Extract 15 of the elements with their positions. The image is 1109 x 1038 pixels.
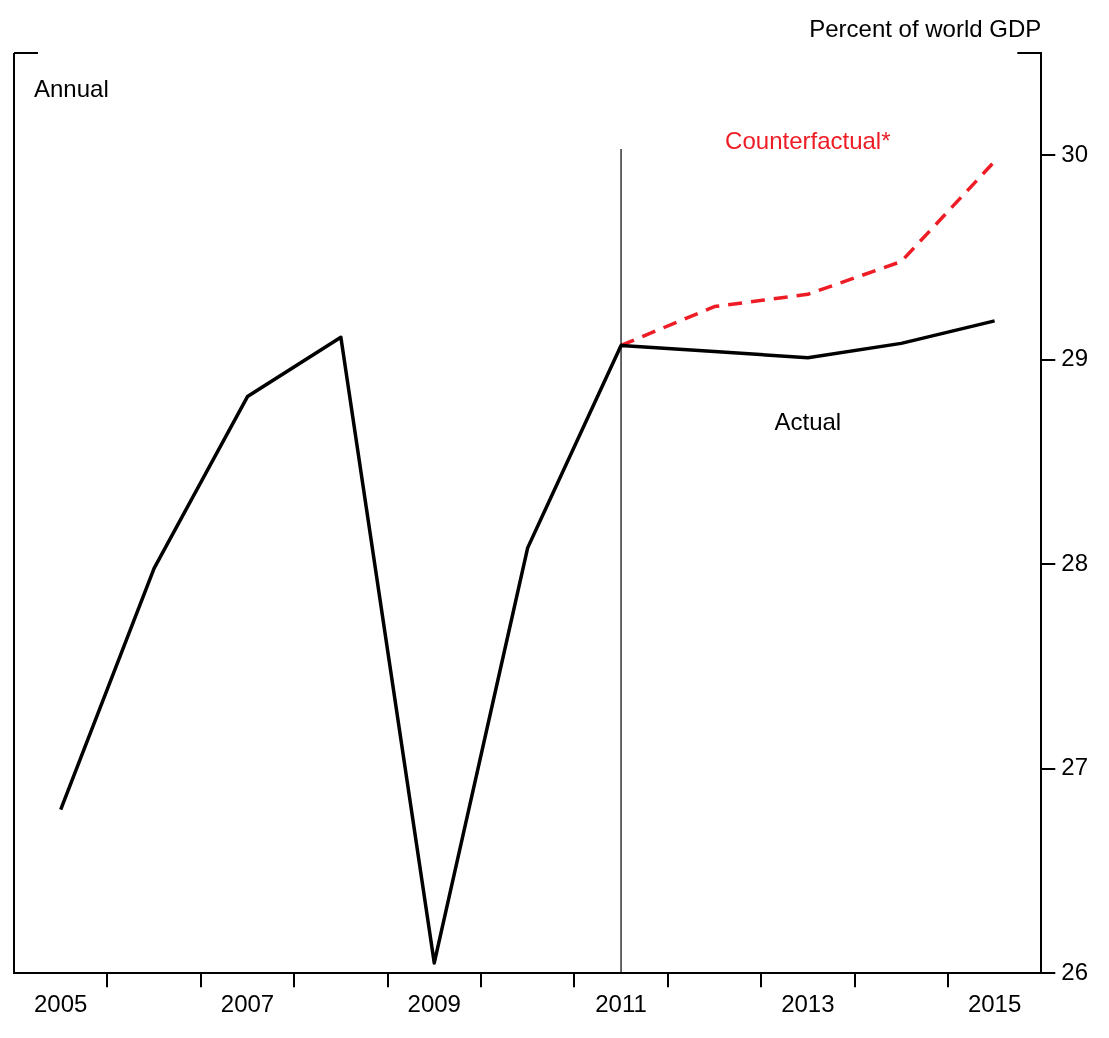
text: Actual [774, 407, 842, 435]
y-tick-label: 28 [1061, 548, 1089, 576]
y-axis-title: Percent of world GDP [809, 15, 1042, 42]
x-tick-label: 2011 [595, 990, 647, 1018]
x-tick-label: 2009 [407, 990, 461, 1018]
y-tick-label: 30 [1061, 139, 1089, 167]
y-tick-label: 29 [1061, 344, 1089, 372]
x-tick-label: 2007 [220, 990, 275, 1018]
text: Counterfactual* [725, 127, 891, 155]
y-tick-label: 26 [1061, 957, 1089, 985]
x-tick-label: 2005 [34, 990, 88, 1018]
x-tick-label: 2015 [967, 990, 1022, 1018]
annotation: Annual [34, 75, 109, 102]
x-tick-label: 2013 [781, 990, 835, 1018]
y-tick-label: 27 [1061, 753, 1089, 781]
